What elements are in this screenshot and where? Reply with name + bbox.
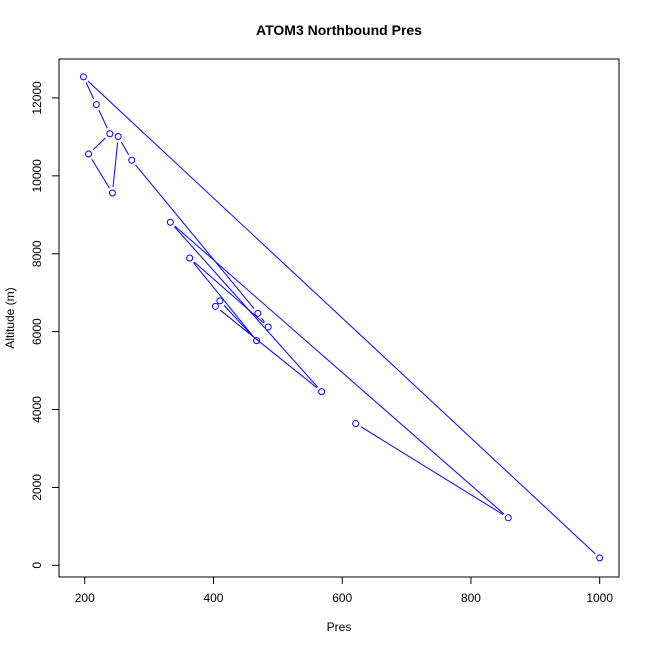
- series-line-segment: [112, 142, 119, 188]
- y-tick-label: 6000: [30, 318, 44, 345]
- series-line-segment: [219, 309, 318, 389]
- data-point: [254, 309, 262, 317]
- series-line-segment: [261, 317, 265, 323]
- x-tick-label: 400: [203, 591, 223, 605]
- x-tick-label: 800: [461, 591, 481, 605]
- y-tick-label: 0: [30, 562, 44, 569]
- data-point: [211, 302, 219, 310]
- series-points: [79, 73, 604, 562]
- data-point: [79, 73, 87, 81]
- data-point: [85, 150, 93, 158]
- series-line-segment: [91, 158, 110, 189]
- x-axis-label: Pres: [327, 620, 352, 634]
- data-point: [264, 323, 272, 331]
- series-line-segment: [135, 164, 255, 310]
- data-point: [166, 218, 174, 226]
- series-line-segment: [173, 226, 318, 388]
- y-tick-label: 10000: [30, 159, 44, 193]
- series-line-segment: [98, 109, 108, 129]
- x-tick-label: 1000: [586, 591, 613, 605]
- series-line-segment: [193, 262, 254, 337]
- data-point: [352, 420, 360, 428]
- series-line-segment: [120, 141, 130, 156]
- data-point: [106, 130, 114, 138]
- y-axis: 0 2000 4000 6000 8000 10000 12000: [30, 81, 60, 569]
- data-point: [128, 156, 136, 164]
- series-line-segment: [85, 82, 95, 100]
- data-point: [108, 189, 116, 197]
- series-line-segment: [92, 137, 106, 151]
- data-point: [318, 388, 326, 396]
- series-line-segment: [223, 304, 253, 337]
- y-tick-label: 8000: [30, 240, 44, 267]
- y-tick-label: 12000: [30, 81, 44, 115]
- data-point: [504, 514, 512, 522]
- data-point: [186, 254, 194, 262]
- data-point: [114, 133, 122, 141]
- y-axis-label: Altitude (m): [3, 287, 17, 348]
- plot-frame: [58, 58, 620, 578]
- y-tick-label: 2000: [30, 474, 44, 501]
- x-tick-label: 200: [75, 591, 95, 605]
- data-point: [253, 337, 261, 345]
- x-tick-label: 600: [332, 591, 352, 605]
- data-point: [92, 101, 100, 109]
- y-tick-label: 4000: [30, 396, 44, 423]
- data-point: [216, 297, 224, 305]
- data-point: [596, 554, 604, 562]
- series-lines: [85, 80, 596, 555]
- chart-title: ATOM3 Northbound Pres: [256, 22, 422, 38]
- series-line-segment: [87, 80, 596, 555]
- series-line-segment: [193, 261, 265, 324]
- series-line-segment: [174, 225, 505, 515]
- series-line-segment: [360, 426, 504, 516]
- x-axis: 200 400 600 800 1000: [75, 576, 613, 605]
